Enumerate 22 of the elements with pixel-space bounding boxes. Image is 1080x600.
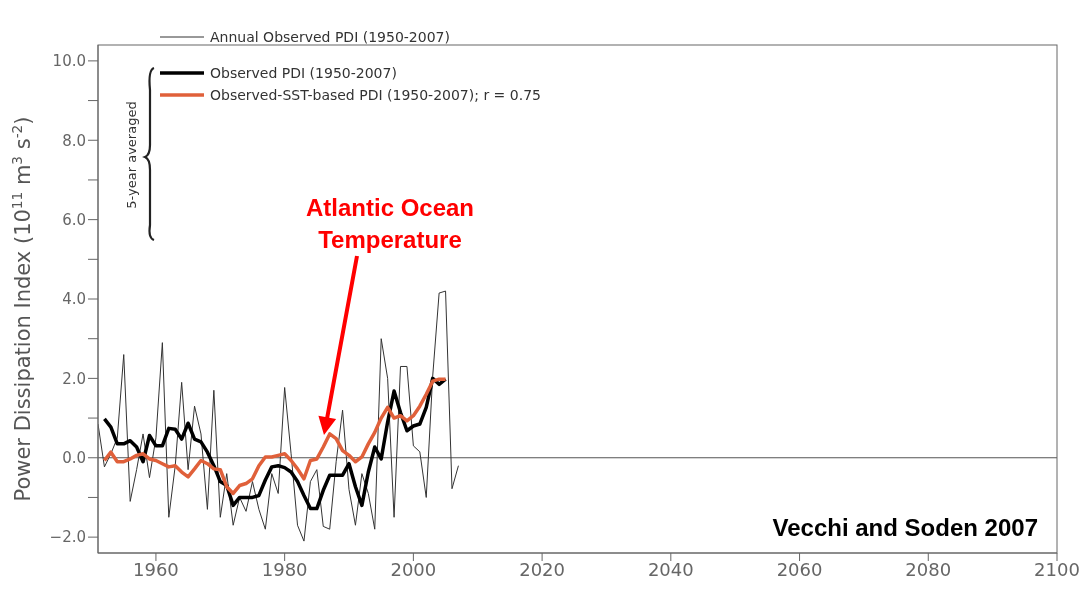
y-tick-label: 2.0 [62,369,86,388]
legend-label: Observed-SST-based PDI (1950-2007); r = 0.75 [210,87,541,103]
annotation: Atlantic Ocean Temperature [304,193,475,255]
annotation: Vecchi and Soden 2007 [772,514,1038,542]
line-series [98,290,459,542]
x-tick-label: 2100 [1034,558,1080,580]
y-tick-label: 8.0 [62,131,86,150]
x-tick-label: 1960 [133,558,179,580]
y-tick-label: −2.0 [49,528,86,547]
y-tick-label: 6.0 [62,210,86,229]
x-tick-label: 2040 [647,558,694,580]
y-tick-label: 4.0 [62,290,86,309]
x-tick-label: 2000 [390,558,437,580]
legend-label: Observed PDI (1950-2007) [210,65,397,81]
y-tick-label: 0.0 [62,449,86,468]
x-tick-label: 2020 [519,558,566,580]
legend-label: Annual Observed PDI (1950-2007) [210,29,450,45]
x-tick-label: 2080 [905,558,952,580]
x-tick-label: 2060 [776,558,823,580]
annotation: 5-year averaged [124,101,139,209]
y-tick-label: 10.0 [52,52,86,71]
x-tick-label: 1980 [261,558,308,580]
